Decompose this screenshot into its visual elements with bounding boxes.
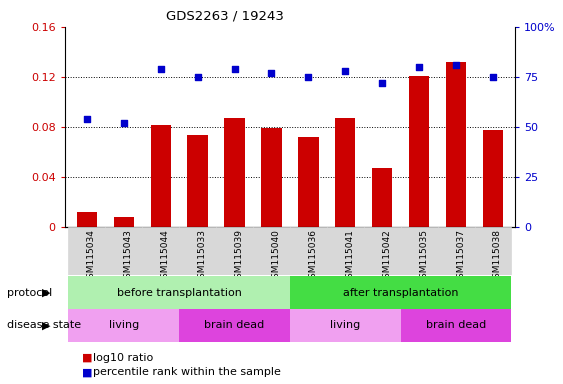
Bar — [187, 136, 208, 227]
Bar — [401, 309, 511, 342]
Text: GSM115034: GSM115034 — [87, 229, 96, 284]
Text: living: living — [109, 320, 139, 331]
Bar — [105, 227, 142, 275]
Text: brain dead: brain dead — [204, 320, 265, 331]
Bar — [216, 227, 253, 275]
Bar — [150, 126, 171, 227]
Bar — [290, 227, 327, 275]
Bar — [261, 128, 282, 227]
Text: protocol: protocol — [7, 288, 52, 298]
Point — [452, 62, 461, 68]
Point — [267, 70, 276, 76]
Bar — [225, 118, 245, 227]
Text: GSM115033: GSM115033 — [198, 229, 207, 284]
Bar — [401, 227, 437, 275]
Text: GDS2263 / 19243: GDS2263 / 19243 — [166, 10, 284, 23]
Bar — [327, 227, 364, 275]
Text: GSM115040: GSM115040 — [271, 229, 280, 284]
Text: ■: ■ — [82, 353, 92, 363]
Bar — [335, 118, 355, 227]
Bar — [114, 217, 134, 227]
Text: disease state: disease state — [7, 320, 81, 330]
Point — [230, 66, 239, 72]
Bar — [69, 309, 179, 342]
Text: GSM115044: GSM115044 — [160, 229, 169, 284]
Text: GSM115037: GSM115037 — [456, 229, 465, 284]
Point — [82, 116, 91, 122]
Text: ▶: ▶ — [42, 320, 51, 330]
Text: GSM115042: GSM115042 — [382, 229, 391, 284]
Bar — [69, 276, 290, 309]
Text: ■: ■ — [82, 367, 92, 377]
Text: GSM115036: GSM115036 — [309, 229, 318, 284]
Text: GSM115038: GSM115038 — [493, 229, 502, 284]
Text: GSM115035: GSM115035 — [419, 229, 428, 284]
Bar — [446, 62, 466, 227]
Bar — [179, 227, 216, 275]
Text: percentile rank within the sample: percentile rank within the sample — [93, 367, 281, 377]
Text: before transplantation: before transplantation — [117, 288, 242, 298]
Text: log10 ratio: log10 ratio — [93, 353, 153, 363]
Bar — [179, 309, 290, 342]
Text: GSM115041: GSM115041 — [345, 229, 354, 284]
Bar — [409, 76, 430, 227]
Point — [156, 66, 165, 72]
Bar — [77, 212, 97, 227]
Bar — [475, 227, 511, 275]
Point — [415, 64, 424, 70]
Text: brain dead: brain dead — [426, 320, 486, 331]
Bar — [290, 309, 401, 342]
Bar — [69, 227, 105, 275]
Bar — [483, 131, 503, 227]
Bar — [290, 276, 511, 309]
Point — [341, 68, 350, 74]
Point — [304, 74, 313, 80]
Point — [378, 80, 387, 86]
Text: ▶: ▶ — [42, 288, 51, 298]
Bar — [142, 227, 179, 275]
Point — [489, 74, 498, 80]
Text: GSM115043: GSM115043 — [124, 229, 133, 284]
Text: after transplantation: after transplantation — [343, 288, 458, 298]
Bar — [298, 137, 319, 227]
Text: GSM115039: GSM115039 — [235, 229, 244, 284]
Point — [119, 120, 128, 126]
Bar — [437, 227, 475, 275]
Bar — [364, 227, 401, 275]
Bar — [253, 227, 290, 275]
Point — [193, 74, 202, 80]
Text: living: living — [330, 320, 360, 331]
Bar — [372, 168, 392, 227]
